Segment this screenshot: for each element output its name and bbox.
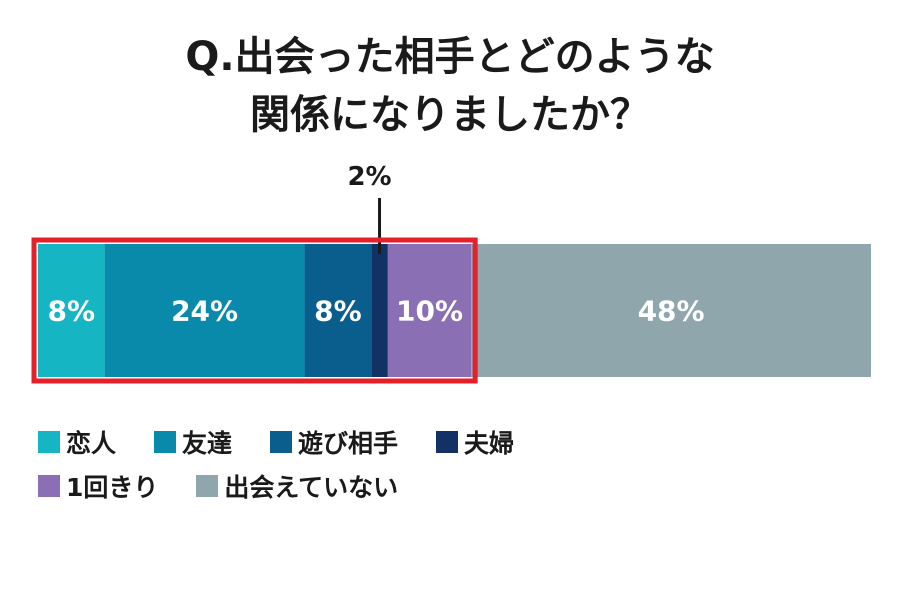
title-line-1: Q.出会った相手とどのような <box>185 34 715 80</box>
callout-label: 2% <box>347 162 391 192</box>
bar-segment-label-5: 48% <box>638 295 705 328</box>
legend-item: 夫婦 <box>436 424 514 460</box>
legend-label: 出会えていない <box>224 473 399 502</box>
legend-row: 恋人 友達 遊び相手 夫婦 <box>38 420 638 464</box>
legend: 恋人 友達 遊び相手 夫婦 1回きり 出会えていない <box>38 420 638 508</box>
legend-label: 1回きり <box>66 473 159 502</box>
legend-swatch <box>154 431 177 453</box>
bar-segment-3 <box>371 244 388 377</box>
bar-segment-label-2: 8% <box>314 295 362 328</box>
legend-item: 1回きり <box>38 468 158 504</box>
bar-segment-2 <box>304 244 372 377</box>
highlight-box <box>31 237 478 384</box>
chart-title: Q.出会った相手とどのような 関係になりましたか？ <box>0 28 900 144</box>
legend-label: 夫婦 <box>464 429 515 458</box>
bar-segment-0 <box>38 244 105 377</box>
legend-swatch <box>436 431 459 453</box>
title-line-2: 関係になりましたか？ <box>250 92 650 138</box>
bar-segment-4 <box>387 244 472 377</box>
legend-item: 出会えていない <box>196 468 398 504</box>
bar-segment-label-0: 8% <box>48 295 96 328</box>
legend-swatch <box>270 431 293 453</box>
legend-row: 1回きり 出会えていない <box>38 464 638 508</box>
legend-item: 友達 <box>154 424 232 460</box>
legend-label: 恋人 <box>66 429 117 458</box>
bar-segment-1 <box>104 244 305 377</box>
legend-swatch <box>38 431 60 453</box>
legend-swatch <box>196 475 219 497</box>
bar-segment-label-1: 24% <box>171 295 238 328</box>
legend-item: 遊び相手 <box>270 424 398 460</box>
bar-segment-label-4: 10% <box>396 295 463 328</box>
legend-item: 恋人 <box>38 424 116 460</box>
bar-segment-5 <box>471 244 871 377</box>
legend-label: 遊び相手 <box>298 429 399 458</box>
legend-label: 友達 <box>182 429 233 458</box>
legend-swatch <box>38 475 60 497</box>
